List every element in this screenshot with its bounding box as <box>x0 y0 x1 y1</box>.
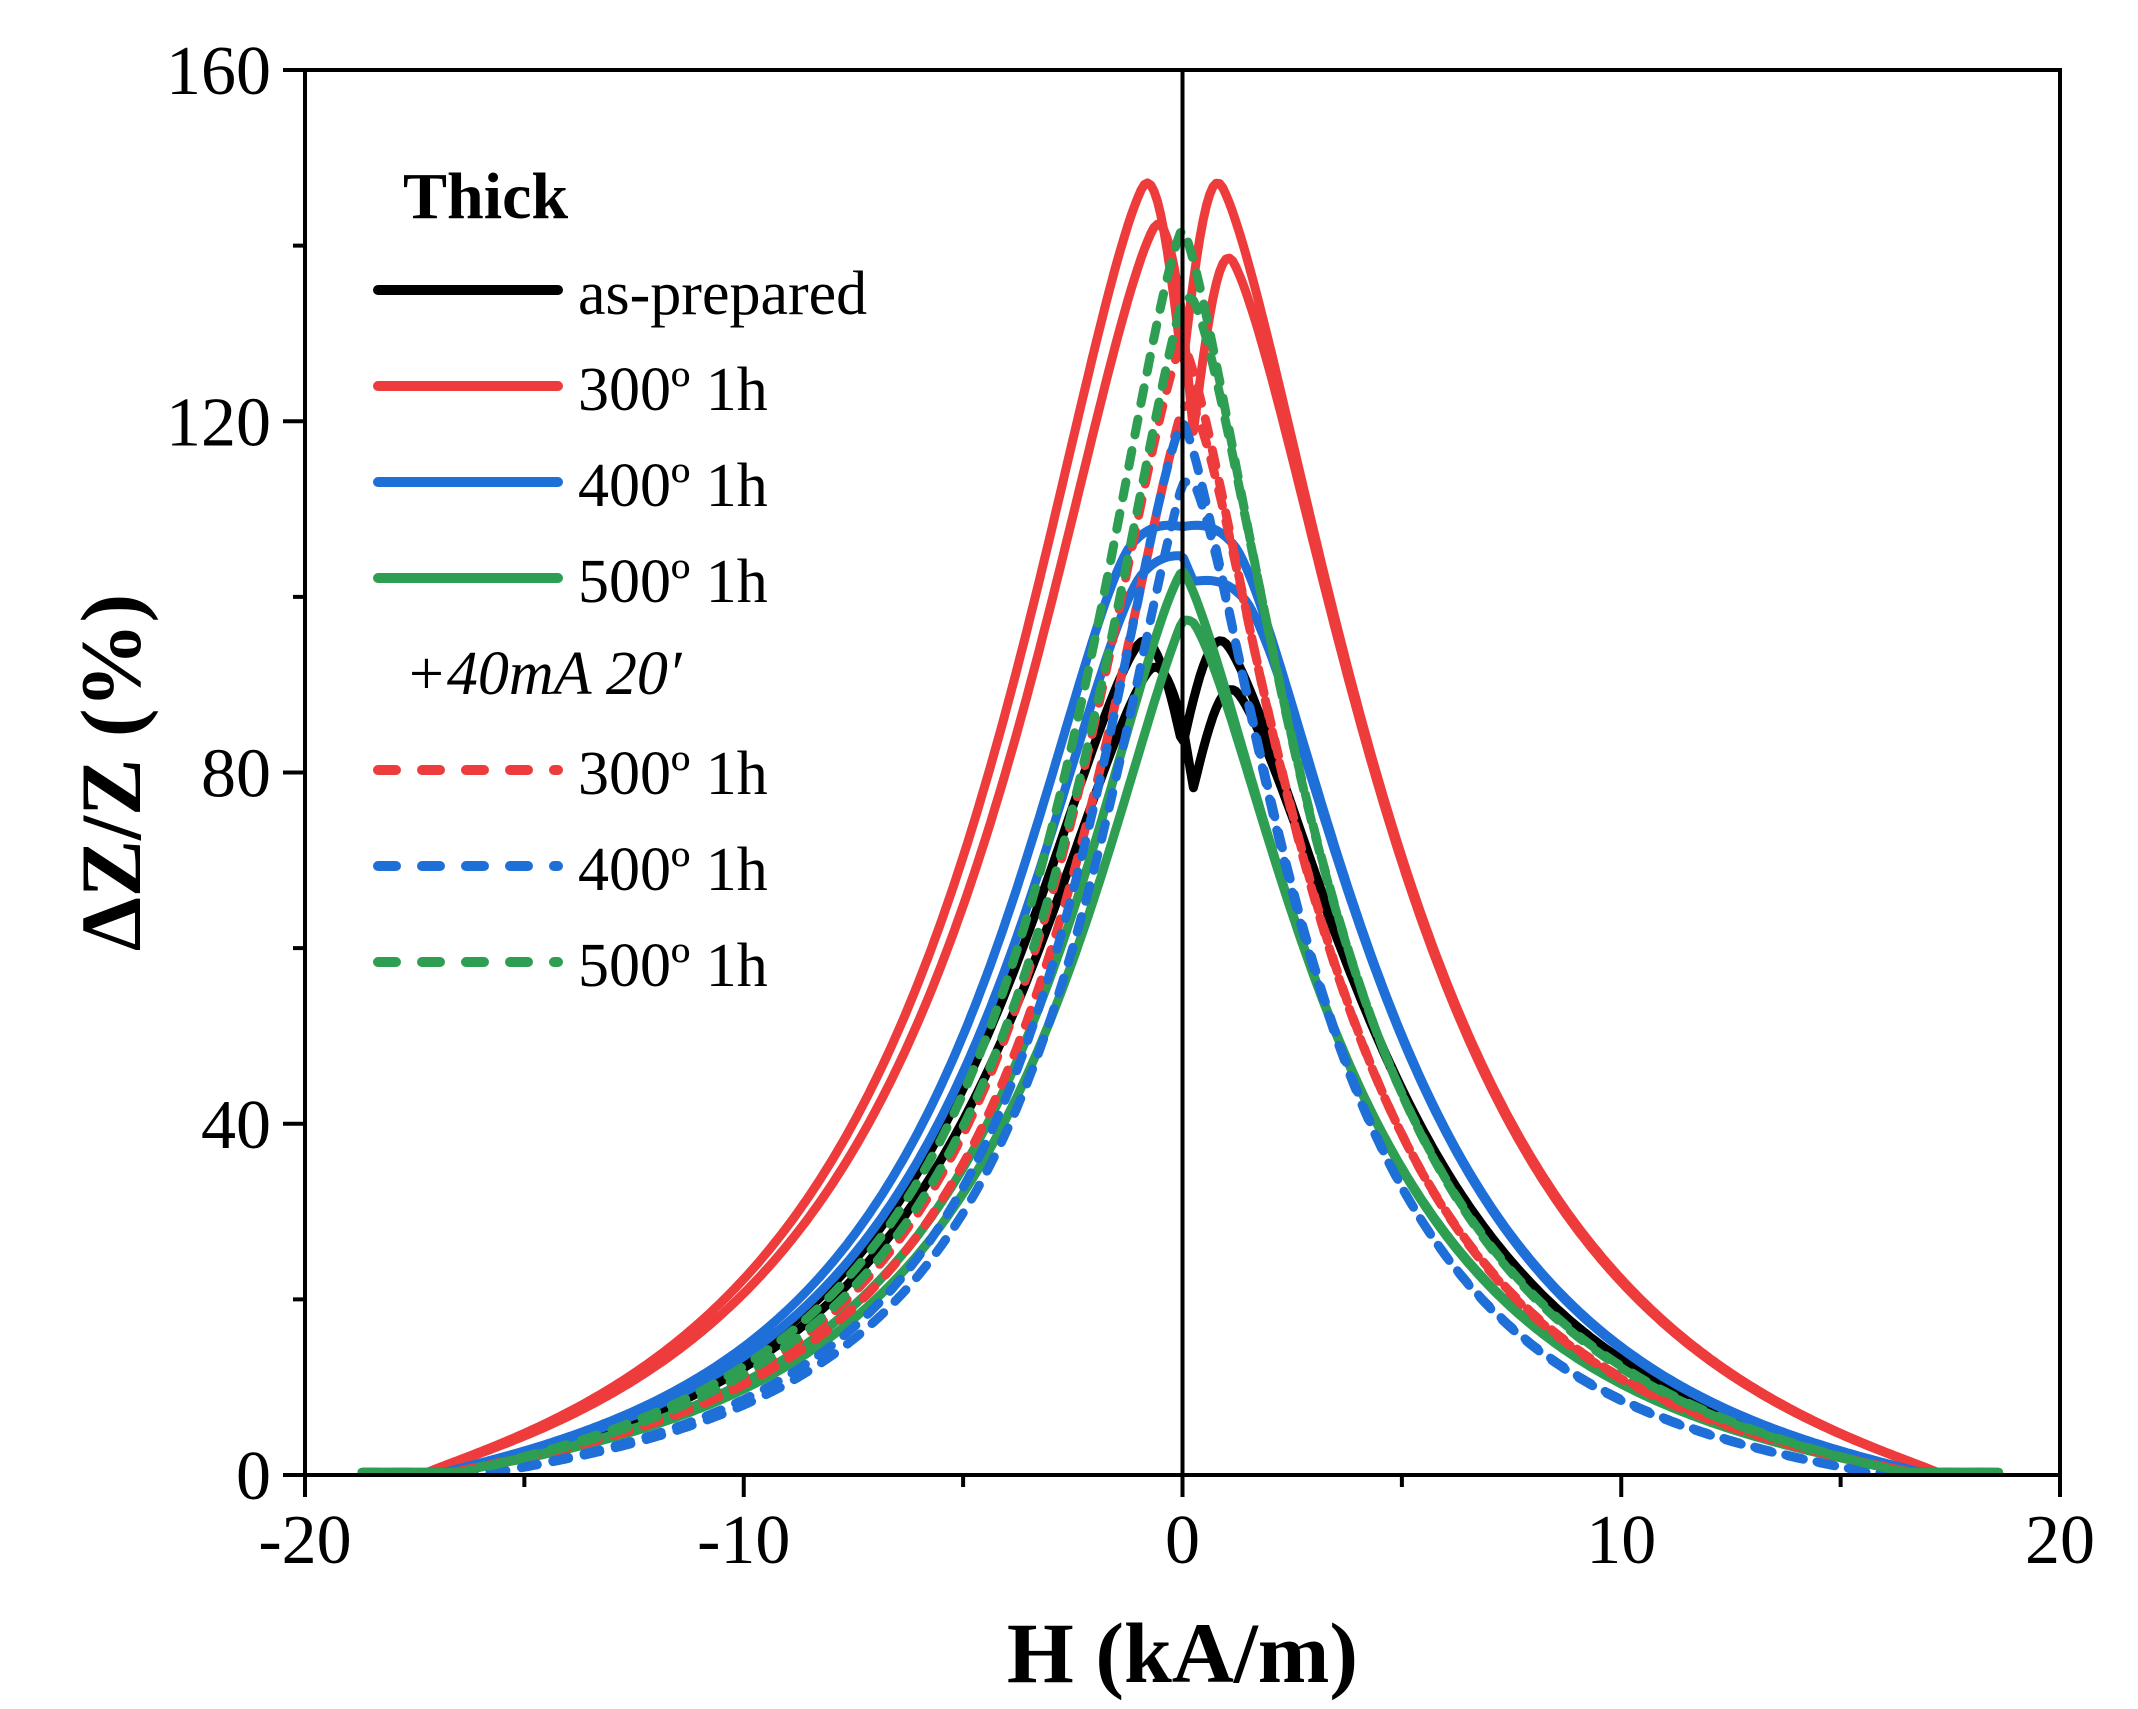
x-tick-label: -10 <box>697 1502 790 1579</box>
y-axis: 0 40 80 120 160 <box>166 33 305 1515</box>
series-layer <box>357 178 2004 1477</box>
x-tick-label: 10 <box>1586 1502 1656 1579</box>
legend-label: 500º 1h <box>578 932 768 1000</box>
y-tick-label: 0 <box>236 1438 271 1515</box>
x-tick-label: 0 <box>1165 1502 1200 1579</box>
series-line <box>357 401 2004 1477</box>
legend-label: 400º 1h <box>578 452 768 520</box>
x-tick-label: -20 <box>258 1502 351 1579</box>
legend: Thick +40mA 20′ as-prepared 300º 1h 400º 1… <box>373 160 867 1000</box>
y-tick-label: 120 <box>166 384 271 461</box>
legend-title: Thick <box>403 160 568 233</box>
legend-label: 300º 1h <box>578 356 768 424</box>
x-axis-title: H (kA/m) <box>1007 1605 1358 1701</box>
x-tick-label: 20 <box>2025 1502 2095 1579</box>
plot-area <box>357 178 2004 1477</box>
series-line <box>357 476 2004 1477</box>
series-line <box>357 551 2004 1477</box>
legend-label: as-prepared <box>578 260 867 328</box>
y-tick-label: 160 <box>166 33 271 110</box>
y-tick-label: 40 <box>201 1087 271 1164</box>
legend-subtitle: +40mA 20′ <box>405 640 683 708</box>
y-tick-label: 80 <box>201 736 271 813</box>
legend-label: 400º 1h <box>578 836 768 904</box>
legend-entries: as-prepared 300º 1h 400º 1h 500º 1h 300º 1h 4… <box>373 260 867 1000</box>
series-line <box>357 293 2004 1477</box>
y-axis-title: ΔZ/Z (%) <box>63 594 159 951</box>
legend-label: 500º 1h <box>578 548 768 616</box>
x-axis: -20 -10 0 10 20 <box>258 1475 2095 1579</box>
legend-label: 300º 1h <box>578 740 768 808</box>
